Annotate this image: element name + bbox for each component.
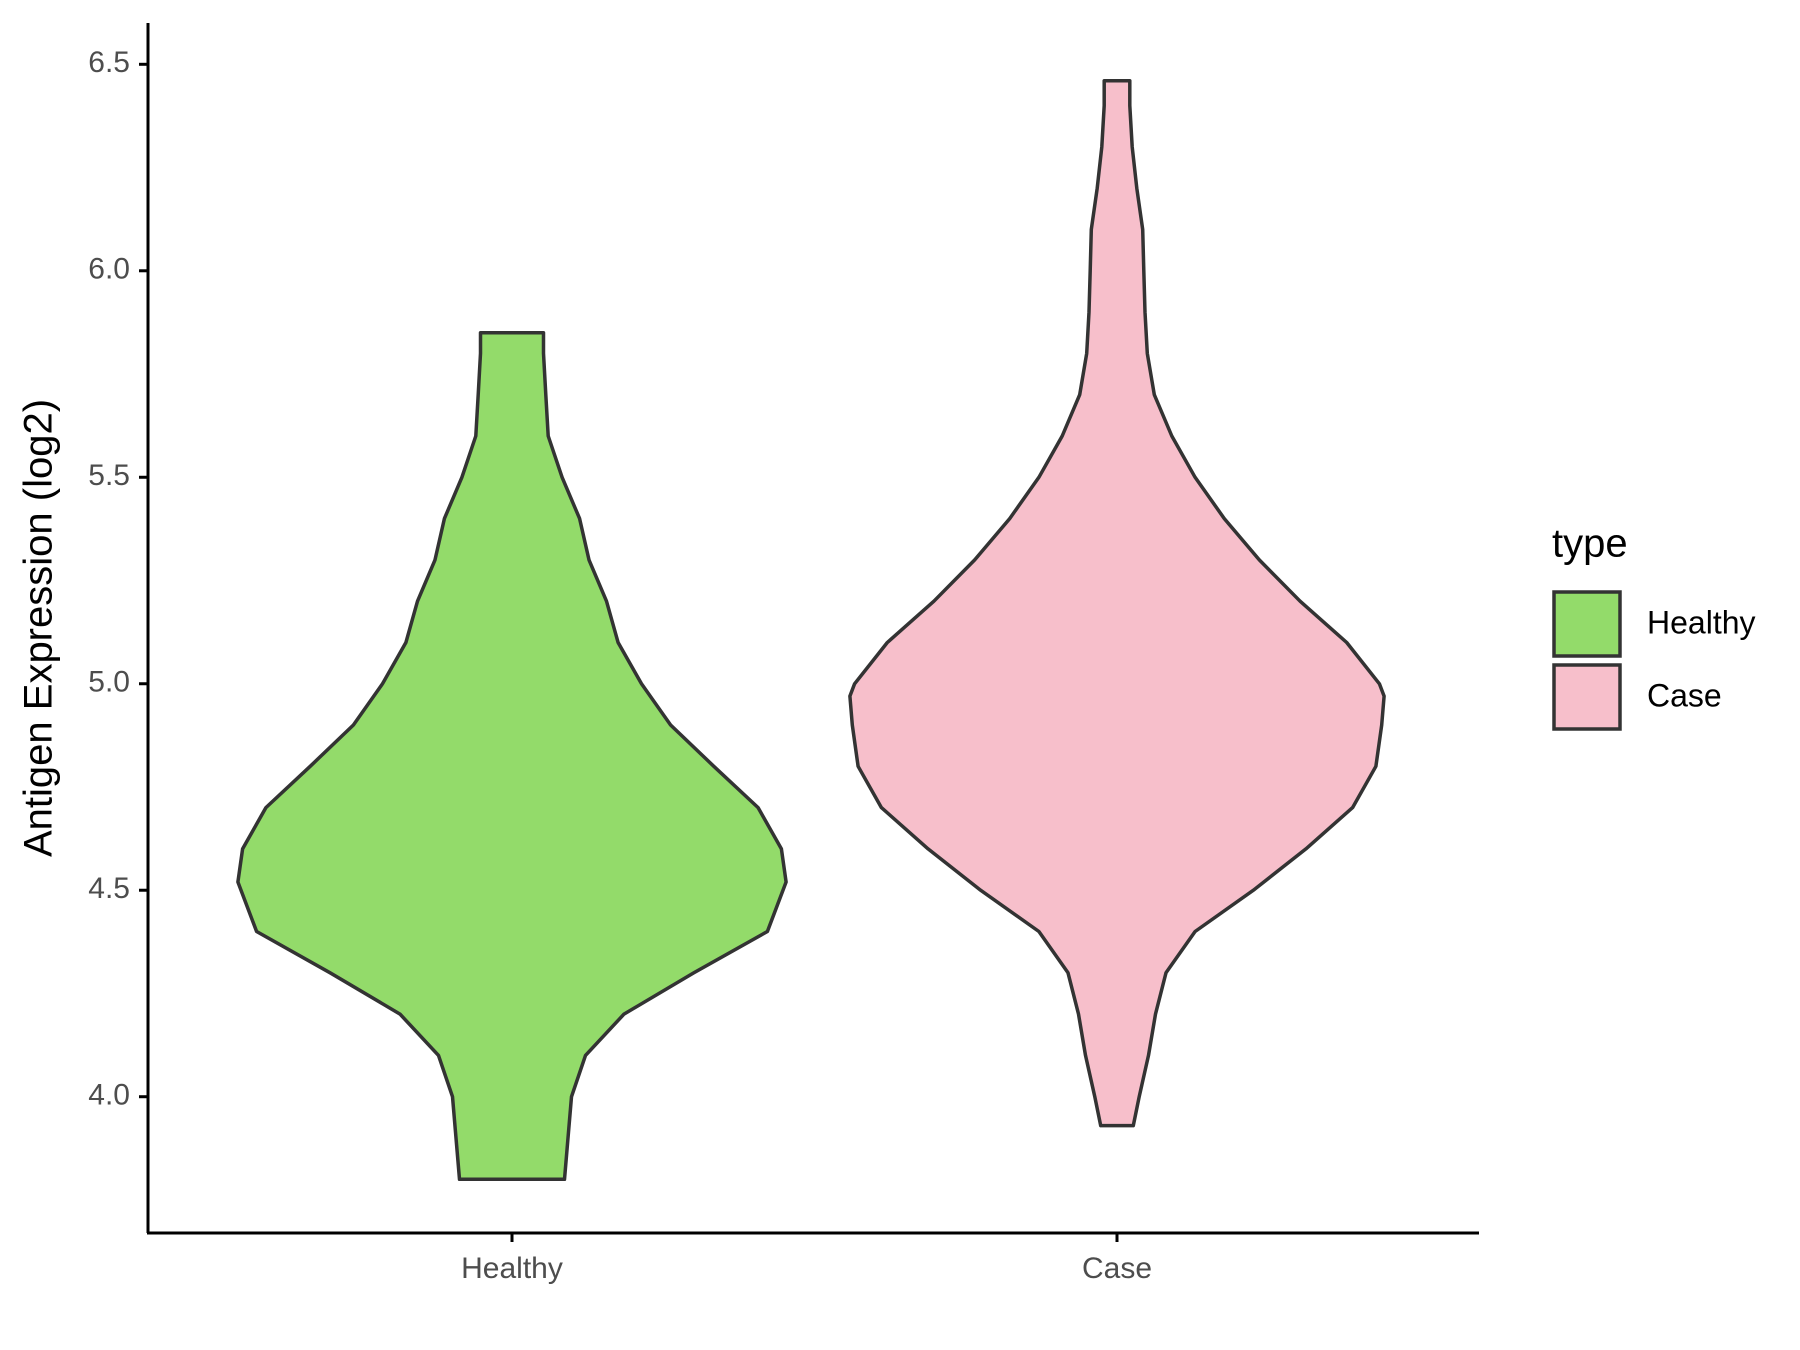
- x-tick-label: Case: [1082, 1252, 1152, 1285]
- legend-title: type: [1552, 522, 1628, 566]
- y-axis-title: Antigen Expression (log2): [17, 399, 61, 857]
- y-tick-label: 6.5: [88, 46, 130, 79]
- y-tick-label: 4.5: [88, 872, 130, 905]
- legend-label: Healthy: [1647, 604, 1756, 640]
- y-tick-label: 5.5: [88, 459, 130, 492]
- y-tick-label: 5.0: [88, 666, 130, 699]
- x-tick-label: Healthy: [461, 1252, 563, 1285]
- y-tick-label: 4.0: [88, 1079, 130, 1112]
- violin: [848, 79, 1386, 1128]
- legend-key: [1552, 663, 1622, 731]
- violin: [236, 330, 788, 1182]
- y-tick-label: 6.0: [88, 253, 130, 286]
- legend-label: Case: [1647, 677, 1722, 713]
- legend-key: [1552, 590, 1622, 658]
